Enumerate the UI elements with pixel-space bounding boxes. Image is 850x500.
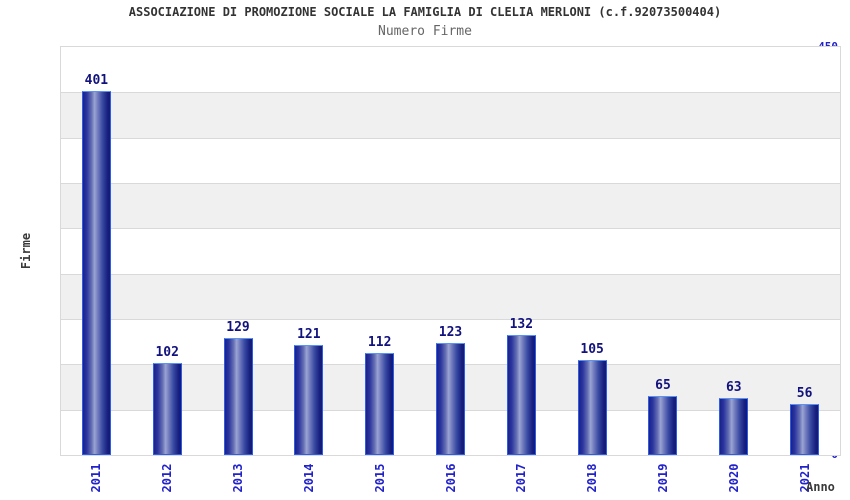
x-tick-2014: 2014 (301, 463, 316, 493)
bar-value-2012: 102 (155, 344, 179, 360)
gridline-350 (61, 137, 840, 139)
gridline-150 (61, 319, 840, 320)
x-tick-2013: 2013 (231, 463, 246, 493)
bar-2021 (790, 404, 820, 455)
bar-2012 (152, 362, 182, 455)
chart-subtitle: Numero Firme (378, 24, 472, 39)
x-tick-2012: 2012 (160, 463, 175, 493)
bar-2016 (436, 343, 465, 455)
gridline-300 (61, 183, 840, 184)
chart-title: ASSOCIAZIONE DI PROMOZIONE SOCIALE LA FA… (128, 5, 722, 19)
bar-value-2015: 112 (367, 335, 392, 351)
bar-2011 (81, 91, 111, 455)
bar-2013 (223, 338, 253, 455)
x-tick-2020: 2020 (726, 463, 741, 493)
x-tick-2016: 2016 (443, 463, 458, 493)
x-tick-2015: 2015 (372, 463, 387, 493)
background-band (61, 183, 840, 229)
bar-value-2019: 65 (655, 378, 671, 394)
x-tick-2017: 2017 (514, 463, 529, 493)
bar-value-2018: 105 (580, 341, 604, 357)
bar-value-2020: 63 (725, 379, 742, 395)
bar-2015 (365, 353, 395, 455)
gridline-250 (61, 228, 840, 230)
x-tick-2019: 2019 (655, 463, 670, 493)
bar-2019 (648, 396, 678, 455)
y-axis-title: Firme (19, 232, 33, 270)
x-axis-title: Anno (806, 480, 835, 494)
bar-value-2017: 132 (509, 317, 534, 333)
x-tick-2011: 2011 (89, 463, 104, 493)
bar-2018 (577, 359, 607, 455)
bar-value-2013: 129 (226, 320, 250, 336)
bar-2017 (506, 335, 536, 455)
bar-2014 (294, 345, 324, 455)
bar-value-2016: 123 (438, 325, 463, 341)
plot-area: 401 102 129 121 112 123 132 105 65 63 56 (60, 46, 841, 456)
bar-value-2014: 121 (297, 327, 321, 343)
background-band (61, 273, 840, 319)
bar-2020 (719, 397, 749, 455)
x-tick-2018: 2018 (585, 463, 600, 493)
background-band (61, 92, 840, 138)
bar-value-2011: 401 (84, 73, 109, 89)
gridline-400 (61, 92, 840, 94)
bar-value-2021: 56 (796, 386, 813, 402)
gridline-200 (61, 273, 840, 275)
